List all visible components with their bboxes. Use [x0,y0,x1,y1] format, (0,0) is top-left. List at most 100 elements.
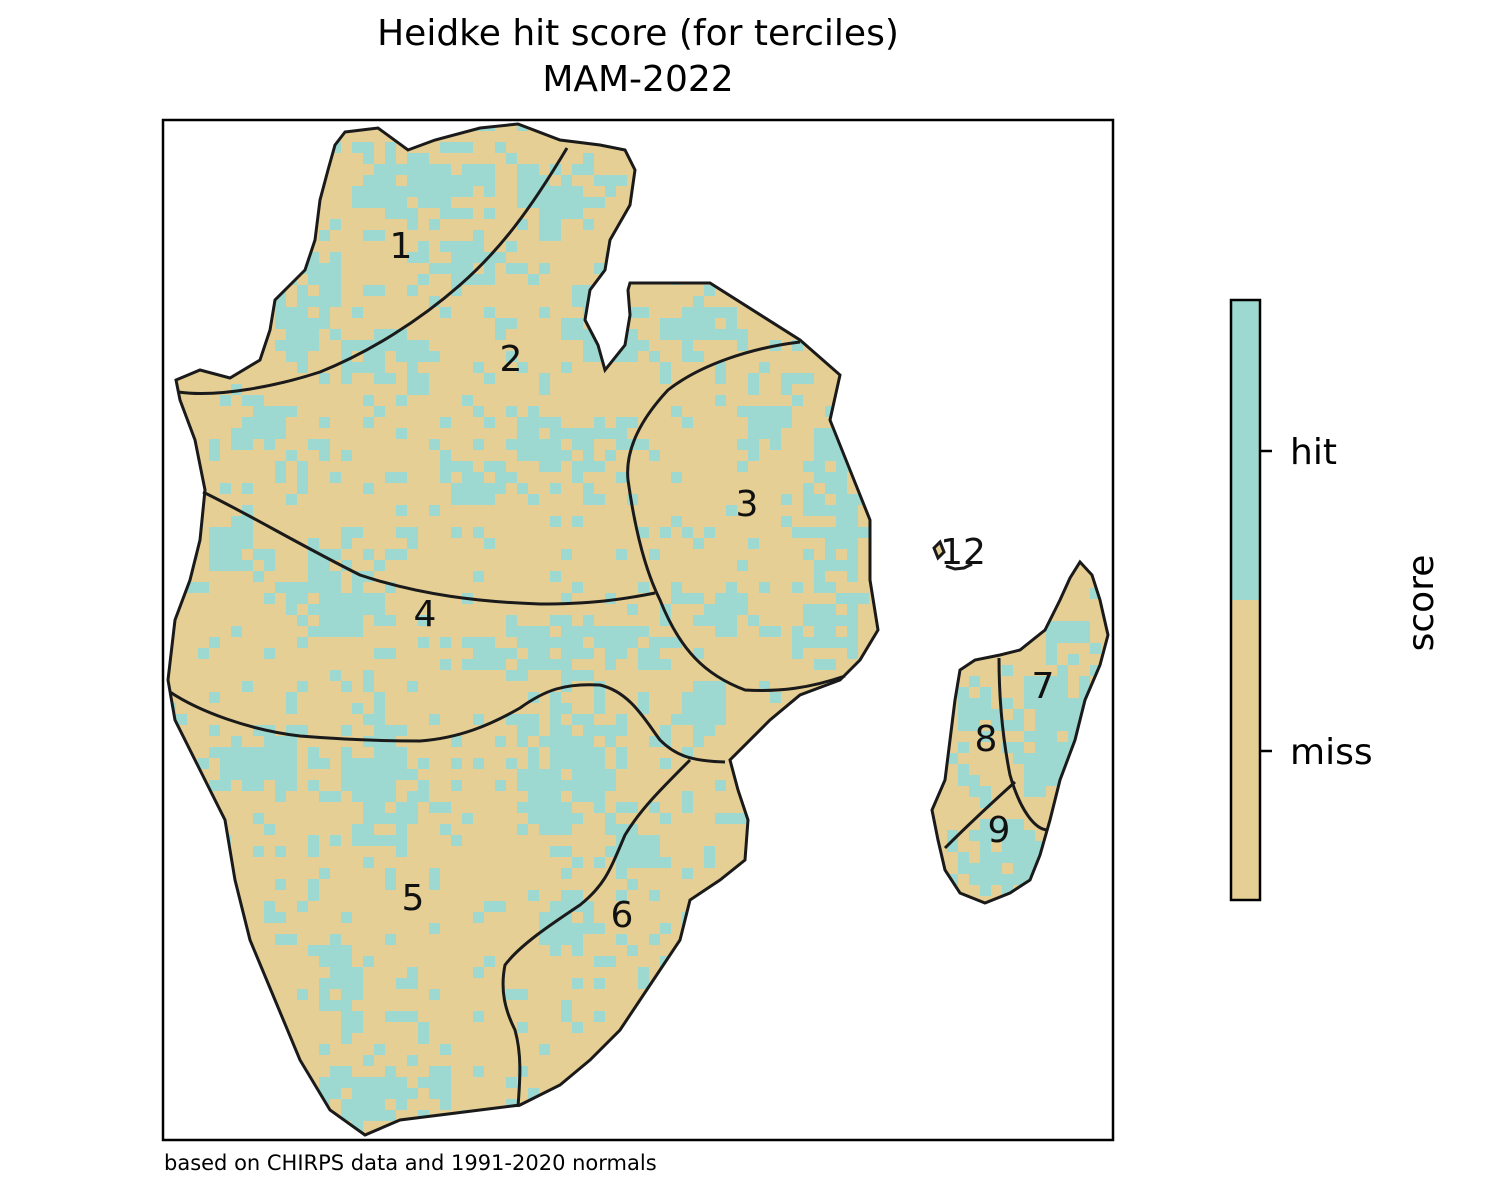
hit-cell [528,659,539,670]
hit-cell [1035,676,1046,687]
hit-cell [407,164,418,175]
hit-cell [958,709,969,720]
hit-cell [396,329,407,340]
hit-cell [319,1077,330,1088]
hit-cell [385,373,396,384]
hit-cell [550,516,561,527]
hit-cell [616,626,627,637]
hit-cell [275,934,286,945]
hit-cell [363,351,374,362]
hit-cell [495,483,506,494]
hit-cell [550,637,561,648]
hit-cell [649,835,660,846]
hit-cell [594,1011,605,1022]
hit-cell [550,934,561,945]
hit-cell [858,593,869,604]
hit-cell [1057,687,1068,698]
hit-cell [517,197,528,208]
hit-cell [715,395,726,406]
boundary-1-2 [177,147,569,395]
hit-cell [385,1110,396,1121]
hit-cell [583,439,594,450]
hit-cell [561,318,572,329]
hit-cell [341,340,352,351]
hit-cell [330,1000,341,1011]
hit-cell [627,835,638,846]
hit-cell [319,582,330,593]
hit-cell [341,1011,352,1022]
hit-cell [550,692,561,703]
hit-cell [418,164,429,175]
hit-cell [1057,698,1068,709]
hit-cell [814,582,825,593]
hit-cell [418,373,429,384]
hit-cell [1046,720,1057,731]
hit-cell [484,648,495,659]
hit-cell [517,428,528,439]
hit-cell [308,582,319,593]
hit-cell [330,296,341,307]
hit-cell [429,439,440,450]
hit-cell [528,1088,539,1099]
hit-cell [319,604,330,615]
hit-cell [539,175,550,186]
hit-cell [253,571,264,582]
hit-cell [550,747,561,758]
hit-cell [473,164,484,175]
hit-cell [330,978,341,989]
hit-cell [539,417,550,428]
hit-cell [605,626,616,637]
hit-cell [517,736,528,747]
hit-cell [385,615,396,626]
hit-cell [1068,731,1079,742]
hit-cell [352,1110,363,1121]
hit-cell [517,769,528,780]
hit-cell [330,934,341,945]
hit-cell [671,472,682,483]
hit-cell [495,461,506,472]
hit-cell [561,362,572,373]
hit-cell [539,934,550,945]
hit-cell [539,230,550,241]
region-boundaries [169,147,1049,1108]
hit-cell [407,340,418,351]
hit-cell [517,483,528,494]
hit-cell [220,549,231,560]
hit-cell [385,769,396,780]
hit-cell [363,791,374,802]
hit-cell [319,1044,330,1055]
hit-cell [847,549,858,560]
hit-cell [451,263,462,274]
hit-cell [1068,632,1079,643]
hit-cell [506,241,517,252]
hit-cell [374,351,385,362]
hit-cell [616,725,627,736]
hit-cell [385,1066,396,1077]
hit-cell [473,241,484,252]
hit-cell [341,450,352,461]
hit-cell [517,1022,528,1033]
hit-cell [572,945,583,956]
hit-cell [242,428,253,439]
hit-cell [275,307,286,318]
hit-cell [451,483,462,494]
hit-cell [264,736,275,747]
map-subtitle: MAM-2022 [542,59,734,100]
hit-cell [396,978,407,989]
colorbar-tick-label-hit: hit [1290,432,1337,473]
hit-cell [275,879,286,890]
hit-cell [980,830,991,841]
hit-cell [209,527,220,538]
hit-cell [308,296,319,307]
hit-cell [958,720,969,731]
hit-cell [462,395,473,406]
hit-cell [275,406,286,417]
hit-cell [407,252,418,263]
hit-cell [462,241,473,252]
hit-cell [539,373,550,384]
hit-cell [550,736,561,747]
hit-cell [1090,588,1101,599]
region-label-9: 9 [988,810,1011,851]
hit-cell [319,791,330,802]
hit-cell [341,747,352,758]
